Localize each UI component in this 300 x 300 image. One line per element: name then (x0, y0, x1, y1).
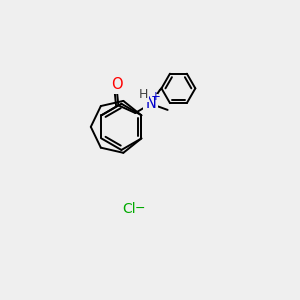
Text: N: N (145, 96, 156, 111)
Text: H: H (138, 88, 148, 101)
Text: −: − (135, 202, 145, 215)
Text: +: + (151, 90, 161, 103)
Text: O: O (111, 77, 123, 92)
Text: Cl: Cl (122, 202, 136, 216)
